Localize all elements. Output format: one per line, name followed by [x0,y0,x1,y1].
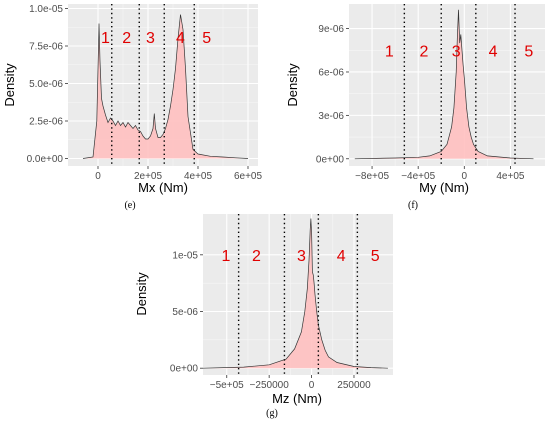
region-label: 5 [524,43,533,60]
density-fill [83,14,248,159]
x-axis-title: Mz (Nm) [272,391,322,406]
area-series [82,14,249,159]
y-axis-title: Density [134,272,149,316]
y-tick-label: 2.5e-06 [29,117,63,128]
region-label: 2 [252,248,261,265]
region-labels: 1 2 3 4 5 [221,248,379,265]
grid [68,4,258,166]
x-tick-label: −8e+05 [355,171,389,182]
plot-background [349,4,545,166]
region-label: 3 [452,43,461,60]
area-series [202,218,388,369]
region-label: 3 [297,248,306,265]
density-line [82,14,249,159]
x-tick-label: −250000 [250,380,290,391]
x-tick-label: 0 [95,171,101,182]
x-axis-title: Mx (Nm) [138,180,188,195]
panel-label: (e) [124,200,135,211]
area-series [354,9,534,160]
y-tick-label: 6e-06 [318,67,344,78]
region-label: 4 [337,248,346,265]
x-tick-label: 250000 [337,380,371,391]
y-tick-label: 7.5e-06 [29,42,63,53]
x-tick-label: 4e+05 [184,171,213,182]
y-ticks: 0e+00 3e-06 6e-06 9e-06 [316,24,349,165]
y-ticks: 0e+00 5e-06 1e-05 [170,250,203,375]
density-line [202,218,388,369]
panel-f: 1 2 3 4 5 0e+00 3e-06 6e-06 9e-06 −8e+05 −4e+05 0… [285,4,545,211]
x-tick-label: −4e+05 [401,171,435,182]
density-line [354,9,534,160]
panel-label: (f) [408,200,418,211]
y-tick-label: 0e+00 [316,154,345,165]
x-tick-label: 0 [462,171,468,182]
x-tick-label: 0 [309,380,315,391]
region-labels: 1 2 3 4 5 [385,43,534,60]
x-tick-label: 2e+05 [134,171,163,182]
x-ticks: −5e+05 −250000 0 250000 [210,375,371,391]
region-label: 5 [371,248,380,265]
x-axis-title: My (Nm) [419,180,469,195]
y-tick-label: 3e-06 [318,111,344,122]
x-tick-label: 4e+05 [496,171,525,182]
y-tick-label: 5.0e-06 [29,79,63,90]
y-axis-title: Density [285,63,300,107]
y-axis-title: Density [2,63,17,107]
x-ticks: −8e+05 −4e+05 0 4e+05 [355,166,525,182]
panel-g: 1 2 3 4 5 0e+00 5e-06 1e-05 −5e+05 −250000 0 2500… [134,214,393,419]
vlines [111,4,195,166]
region-label: 1 [221,248,230,265]
y-tick-label: 0e+00 [170,364,199,375]
panel-label: (g) [266,408,278,419]
region-label: 5 [202,30,211,47]
vlines [403,4,516,166]
region-label: 3 [146,30,155,47]
y-ticks: 0.0e+00 2.5e-06 5.0e-06 7.5e-06 1.0e-05 [27,4,68,165]
y-tick-label: 9e-06 [318,24,344,35]
region-label: 2 [419,43,428,60]
y-tick-label: 1e-05 [172,250,198,261]
x-tick-label: −5e+05 [210,380,244,391]
region-label: 4 [176,30,185,47]
region-label: 4 [489,43,498,60]
y-tick-label: 1.0e-05 [29,4,63,15]
x-tick-label: 6e+05 [234,171,263,182]
region-label: 1 [101,30,110,47]
y-tick-label: 5e-06 [172,307,198,318]
vlines [237,214,359,375]
region-label: 1 [385,43,394,60]
y-tick-label: 0.0e+00 [27,154,64,165]
x-ticks: 0 2e+05 4e+05 6e+05 [95,166,262,182]
region-label: 2 [122,30,131,47]
